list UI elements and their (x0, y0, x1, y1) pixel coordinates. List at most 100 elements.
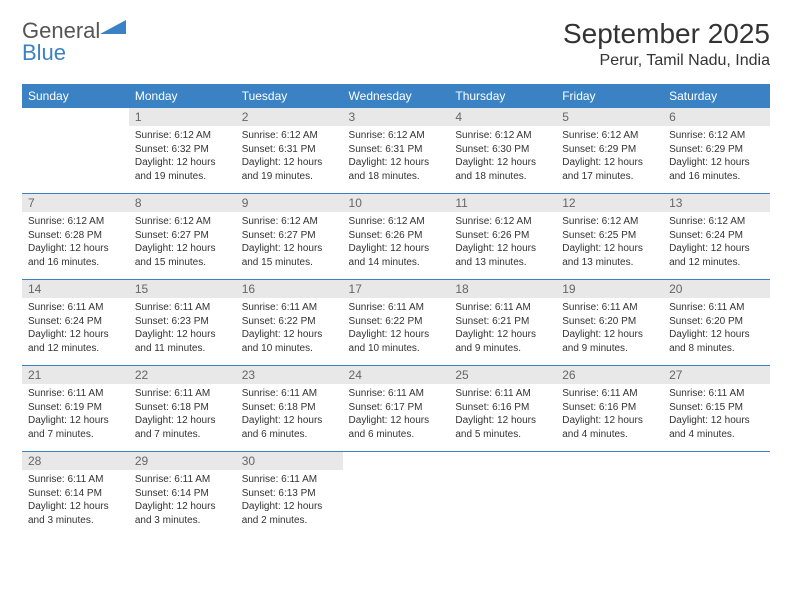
day-number: 2 (236, 108, 343, 126)
calendar-table: Sunday Monday Tuesday Wednesday Thursday… (22, 84, 770, 538)
day-number: 26 (556, 366, 663, 384)
day-number: 19 (556, 280, 663, 298)
day-info: Sunrise: 6:11 AMSunset: 6:15 PMDaylight:… (663, 384, 770, 445)
brand-triangle-icon (100, 18, 126, 38)
calendar-cell: 5Sunrise: 6:12 AMSunset: 6:29 PMDaylight… (556, 108, 663, 194)
day-number: 23 (236, 366, 343, 384)
day-number-empty (449, 452, 556, 470)
day-number: 11 (449, 194, 556, 212)
calendar-row: 1Sunrise: 6:12 AMSunset: 6:32 PMDaylight… (22, 108, 770, 194)
day-info: Sunrise: 6:12 AMSunset: 6:26 PMDaylight:… (343, 212, 450, 273)
day-info: Sunrise: 6:11 AMSunset: 6:18 PMDaylight:… (236, 384, 343, 445)
day-info: Sunrise: 6:11 AMSunset: 6:22 PMDaylight:… (343, 298, 450, 359)
calendar-cell: 7Sunrise: 6:12 AMSunset: 6:28 PMDaylight… (22, 194, 129, 280)
day-info: Sunrise: 6:12 AMSunset: 6:27 PMDaylight:… (129, 212, 236, 273)
day-number-empty (343, 452, 450, 470)
day-number: 14 (22, 280, 129, 298)
calendar-cell: 23Sunrise: 6:11 AMSunset: 6:18 PMDayligh… (236, 366, 343, 452)
day-number: 16 (236, 280, 343, 298)
weekday-header: Monday (129, 84, 236, 108)
day-number: 5 (556, 108, 663, 126)
day-number: 18 (449, 280, 556, 298)
day-info: Sunrise: 6:11 AMSunset: 6:22 PMDaylight:… (236, 298, 343, 359)
brand-logo: General Blue (22, 18, 126, 64)
day-info: Sunrise: 6:11 AMSunset: 6:20 PMDaylight:… (663, 298, 770, 359)
calendar-cell: 20Sunrise: 6:11 AMSunset: 6:20 PMDayligh… (663, 280, 770, 366)
calendar-cell: 16Sunrise: 6:11 AMSunset: 6:22 PMDayligh… (236, 280, 343, 366)
day-number-empty (556, 452, 663, 470)
day-info: Sunrise: 6:12 AMSunset: 6:24 PMDaylight:… (663, 212, 770, 273)
day-info: Sunrise: 6:12 AMSunset: 6:30 PMDaylight:… (449, 126, 556, 187)
day-info: Sunrise: 6:11 AMSunset: 6:23 PMDaylight:… (129, 298, 236, 359)
calendar-cell: 11Sunrise: 6:12 AMSunset: 6:26 PMDayligh… (449, 194, 556, 280)
day-info: Sunrise: 6:12 AMSunset: 6:27 PMDaylight:… (236, 212, 343, 273)
day-number: 22 (129, 366, 236, 384)
day-number: 21 (22, 366, 129, 384)
calendar-cell: 29Sunrise: 6:11 AMSunset: 6:14 PMDayligh… (129, 452, 236, 538)
calendar-cell: 2Sunrise: 6:12 AMSunset: 6:31 PMDaylight… (236, 108, 343, 194)
weekday-header-row: Sunday Monday Tuesday Wednesday Thursday… (22, 84, 770, 108)
calendar-cell: 27Sunrise: 6:11 AMSunset: 6:15 PMDayligh… (663, 366, 770, 452)
day-number: 27 (663, 366, 770, 384)
day-info: Sunrise: 6:11 AMSunset: 6:14 PMDaylight:… (129, 470, 236, 531)
day-number-empty (663, 452, 770, 470)
day-info: Sunrise: 6:12 AMSunset: 6:32 PMDaylight:… (129, 126, 236, 187)
day-info: Sunrise: 6:11 AMSunset: 6:19 PMDaylight:… (22, 384, 129, 445)
day-info: Sunrise: 6:11 AMSunset: 6:16 PMDaylight:… (449, 384, 556, 445)
day-number: 9 (236, 194, 343, 212)
day-info: Sunrise: 6:12 AMSunset: 6:31 PMDaylight:… (236, 126, 343, 187)
weekday-header: Thursday (449, 84, 556, 108)
day-info: Sunrise: 6:12 AMSunset: 6:25 PMDaylight:… (556, 212, 663, 273)
calendar-cell: 26Sunrise: 6:11 AMSunset: 6:16 PMDayligh… (556, 366, 663, 452)
day-info: Sunrise: 6:11 AMSunset: 6:21 PMDaylight:… (449, 298, 556, 359)
day-number: 6 (663, 108, 770, 126)
day-info: Sunrise: 6:12 AMSunset: 6:26 PMDaylight:… (449, 212, 556, 273)
day-number: 10 (343, 194, 450, 212)
calendar-cell: 4Sunrise: 6:12 AMSunset: 6:30 PMDaylight… (449, 108, 556, 194)
calendar-cell: 9Sunrise: 6:12 AMSunset: 6:27 PMDaylight… (236, 194, 343, 280)
day-info: Sunrise: 6:11 AMSunset: 6:13 PMDaylight:… (236, 470, 343, 531)
day-info: Sunrise: 6:12 AMSunset: 6:29 PMDaylight:… (663, 126, 770, 187)
day-number: 1 (129, 108, 236, 126)
location-text: Perur, Tamil Nadu, India (563, 52, 770, 70)
calendar-cell: 1Sunrise: 6:12 AMSunset: 6:32 PMDaylight… (129, 108, 236, 194)
weekday-header: Wednesday (343, 84, 450, 108)
day-info: Sunrise: 6:12 AMSunset: 6:28 PMDaylight:… (22, 212, 129, 273)
day-number: 25 (449, 366, 556, 384)
calendar-cell (22, 108, 129, 194)
brand-part2: Blue (22, 40, 66, 65)
calendar-cell: 17Sunrise: 6:11 AMSunset: 6:22 PMDayligh… (343, 280, 450, 366)
day-number: 15 (129, 280, 236, 298)
day-info: Sunrise: 6:11 AMSunset: 6:14 PMDaylight:… (22, 470, 129, 531)
calendar-row: 14Sunrise: 6:11 AMSunset: 6:24 PMDayligh… (22, 280, 770, 366)
calendar-cell: 18Sunrise: 6:11 AMSunset: 6:21 PMDayligh… (449, 280, 556, 366)
calendar-cell (663, 452, 770, 538)
calendar-body: 1Sunrise: 6:12 AMSunset: 6:32 PMDaylight… (22, 108, 770, 538)
day-info: Sunrise: 6:11 AMSunset: 6:24 PMDaylight:… (22, 298, 129, 359)
header: General Blue September 2025 Perur, Tamil… (22, 18, 770, 70)
brand-text: General Blue (22, 18, 126, 64)
day-number: 4 (449, 108, 556, 126)
day-number-empty (22, 108, 129, 126)
calendar-cell (449, 452, 556, 538)
calendar-cell (556, 452, 663, 538)
calendar-cell: 13Sunrise: 6:12 AMSunset: 6:24 PMDayligh… (663, 194, 770, 280)
day-number: 3 (343, 108, 450, 126)
calendar-cell (343, 452, 450, 538)
weekday-header: Friday (556, 84, 663, 108)
day-number: 20 (663, 280, 770, 298)
calendar-cell: 10Sunrise: 6:12 AMSunset: 6:26 PMDayligh… (343, 194, 450, 280)
day-number: 8 (129, 194, 236, 212)
weekday-header: Sunday (22, 84, 129, 108)
day-info: Sunrise: 6:12 AMSunset: 6:31 PMDaylight:… (343, 126, 450, 187)
day-info: Sunrise: 6:11 AMSunset: 6:18 PMDaylight:… (129, 384, 236, 445)
day-number: 13 (663, 194, 770, 212)
day-number: 24 (343, 366, 450, 384)
calendar-row: 21Sunrise: 6:11 AMSunset: 6:19 PMDayligh… (22, 366, 770, 452)
calendar-row: 7Sunrise: 6:12 AMSunset: 6:28 PMDaylight… (22, 194, 770, 280)
title-block: September 2025 Perur, Tamil Nadu, India (563, 18, 770, 70)
calendar-cell: 12Sunrise: 6:12 AMSunset: 6:25 PMDayligh… (556, 194, 663, 280)
day-info: Sunrise: 6:11 AMSunset: 6:17 PMDaylight:… (343, 384, 450, 445)
calendar-row: 28Sunrise: 6:11 AMSunset: 6:14 PMDayligh… (22, 452, 770, 538)
day-number: 17 (343, 280, 450, 298)
